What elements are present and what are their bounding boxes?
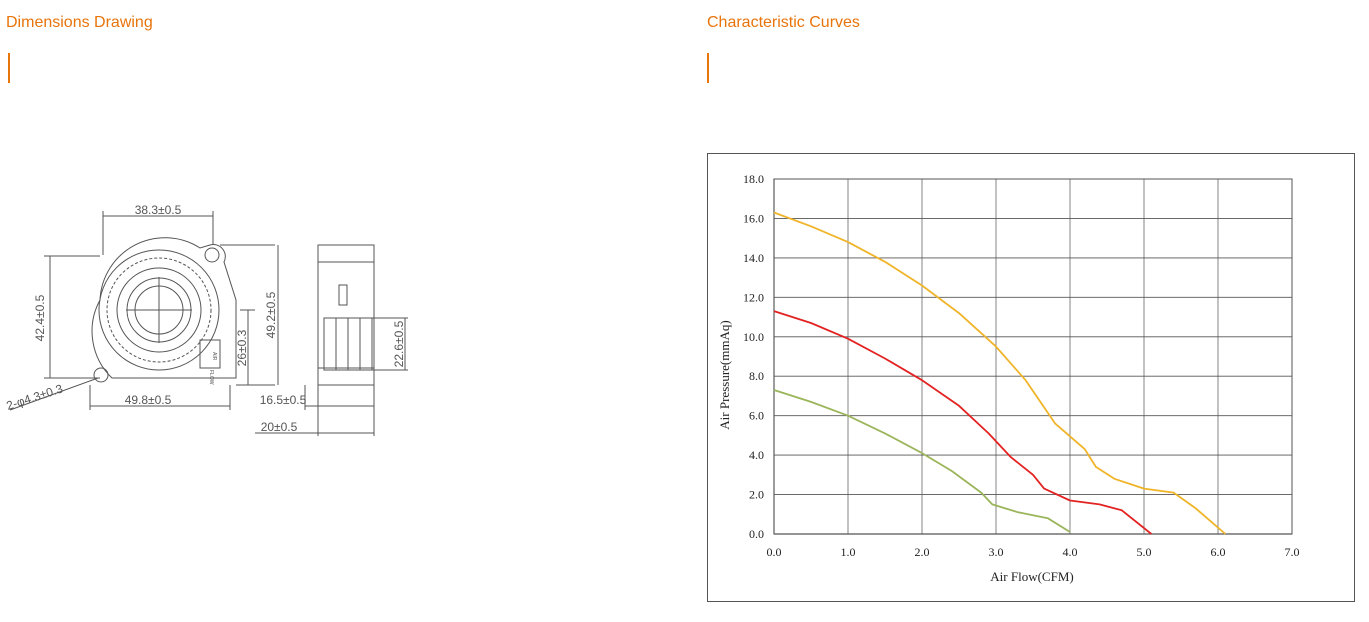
y-tick-label: 10.0	[743, 330, 764, 344]
y-tick-labels: 0.0 2.0 4.0 6.0 8.0 10.0 12.0 14.0 16.0 18.0	[743, 172, 764, 541]
dimensions-drawing-title: Dimensions Drawing	[6, 14, 153, 31]
y-axis-label: Air Pressure(mmAq)	[717, 320, 732, 429]
airflow-label-line1: AIR	[211, 352, 217, 361]
dimensions-accent-bar	[8, 53, 10, 83]
x-tick-label: 7.0	[1285, 545, 1300, 559]
y-tick-label: 2.0	[749, 488, 764, 502]
dim-side-width: 16.5±0.5	[260, 393, 307, 407]
y-tick-label: 4.0	[749, 448, 764, 462]
series-line-2	[773, 310, 1152, 535]
x-tick-labels: 0.0 1.0 2.0 3.0 4.0 5.0 6.0 7.0	[767, 545, 1300, 559]
x-tick-label: 2.0	[915, 545, 930, 559]
y-tick-label: 14.0	[743, 251, 764, 265]
series-line-1	[773, 211, 1226, 535]
y-tick-label: 8.0	[749, 369, 764, 383]
plot-border	[773, 178, 1293, 535]
dim-side-height: 22.6±0.5	[392, 320, 406, 367]
chart-grid	[773, 178, 1293, 535]
y-tick-label: 18.0	[743, 172, 764, 186]
x-tick-label: 1.0	[841, 545, 856, 559]
dim-hole: 2-φ4.3±0.3	[5, 381, 65, 412]
x-tick-label: 3.0	[989, 545, 1004, 559]
dim-base-width: 49.8±0.5	[125, 393, 172, 407]
dimensions-drawing: 38.3±0.5 42.4±0.5 49.2±0.5 26±0.3 2-φ4.3…	[5, 203, 408, 436]
chart-series	[773, 211, 1226, 535]
y-tick-label: 0.0	[749, 527, 764, 541]
dim-side-total: 20±0.5	[261, 420, 298, 434]
y-tick-label: 12.0	[743, 290, 764, 304]
dim-height-left: 42.4±0.5	[33, 294, 47, 341]
x-tick-label: 6.0	[1211, 545, 1226, 559]
characteristic-curves-title: Characteristic Curves	[707, 14, 860, 31]
x-axis-label: Air Flow(CFM)	[990, 569, 1073, 584]
dim-top-width: 38.3±0.5	[135, 203, 182, 217]
airflow-label-line2: FLOW	[208, 370, 214, 385]
x-tick-label: 5.0	[1137, 545, 1152, 559]
characteristic-curves-chart: 0.0 1.0 2.0 3.0 4.0 5.0 6.0 7.0 0.0 2.0 4.0 6.0 8.0…	[717, 172, 1300, 584]
x-tick-label: 0.0	[767, 545, 782, 559]
x-tick-label: 4.0	[1063, 545, 1078, 559]
curves-accent-bar	[707, 53, 709, 83]
dim-height-outlet: 26±0.3	[235, 329, 249, 366]
dim-height-total: 49.2±0.5	[264, 291, 278, 338]
series-line-3	[773, 389, 1071, 533]
y-tick-label: 6.0	[749, 409, 764, 423]
y-tick-label: 16.0	[743, 211, 764, 225]
